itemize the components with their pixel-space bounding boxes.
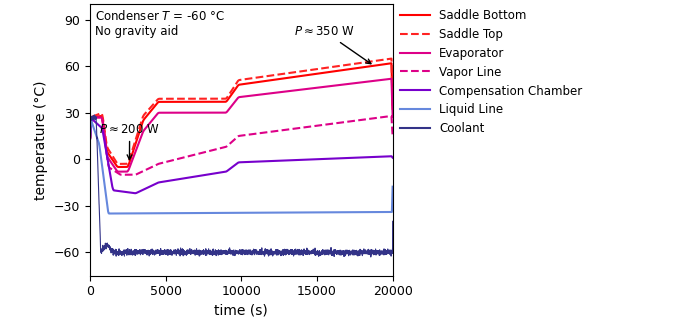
Vapor Line xyxy=(389,135,397,138)
Saddle Top xyxy=(267,73,276,77)
Evaporator xyxy=(389,115,397,119)
Saddle Top xyxy=(141,112,149,116)
Vapor Line xyxy=(117,173,125,177)
Text: $P \approx 350$ W: $P \approx 350$ W xyxy=(295,25,371,64)
Coolant xyxy=(312,252,320,256)
Saddle Top xyxy=(283,71,291,75)
Text: $P \approx 200$ W: $P \approx 200$ W xyxy=(99,123,160,160)
X-axis label: time (s): time (s) xyxy=(215,304,268,318)
Saddle Bottom xyxy=(312,72,320,76)
Compensation Chamber xyxy=(335,156,343,160)
Liquid Line xyxy=(283,211,291,214)
Vapor Line xyxy=(141,168,149,172)
Compensation Chamber xyxy=(87,117,96,120)
Coolant xyxy=(90,113,98,117)
Vapor Line xyxy=(335,121,343,125)
Coolant xyxy=(86,129,94,133)
Compensation Chamber xyxy=(141,187,150,191)
Line: Saddle Top: Saddle Top xyxy=(90,59,393,164)
Coolant xyxy=(141,248,149,252)
Saddle Top xyxy=(114,162,123,166)
Coolant xyxy=(283,249,291,253)
Saddle Bottom xyxy=(387,61,396,65)
Line: Evaporator: Evaporator xyxy=(90,79,393,172)
Saddle Bottom xyxy=(114,165,123,169)
Line: Saddle Bottom: Saddle Bottom xyxy=(90,63,393,167)
Saddle Top xyxy=(312,67,320,71)
Liquid Line xyxy=(141,211,150,215)
Text: Condenser $T$ = -60 °C
No gravity aid: Condenser $T$ = -60 °C No gravity aid xyxy=(95,9,225,38)
Legend: Saddle Bottom, Saddle Top, Evaporator, Vapor Line, Compensation Chamber, Liquid : Saddle Bottom, Saddle Top, Evaporator, V… xyxy=(396,4,587,140)
Liquid Line xyxy=(267,211,276,214)
Evaporator xyxy=(141,127,149,131)
Coolant xyxy=(267,252,276,256)
Evaporator xyxy=(283,90,291,93)
Evaporator xyxy=(114,170,123,174)
Saddle Bottom xyxy=(267,78,276,82)
Evaporator xyxy=(387,77,396,81)
Liquid Line xyxy=(335,210,343,214)
Saddle Bottom xyxy=(141,116,149,120)
Compensation Chamber xyxy=(312,157,320,161)
Saddle Bottom xyxy=(389,107,397,111)
Line: Coolant: Coolant xyxy=(90,115,393,257)
Vapor Line xyxy=(267,130,276,134)
Compensation Chamber xyxy=(283,158,291,162)
Evaporator xyxy=(267,91,276,95)
Saddle Bottom xyxy=(335,69,343,72)
Compensation Chamber xyxy=(389,156,397,160)
Liquid Line xyxy=(86,136,94,140)
Liquid Line xyxy=(87,118,95,121)
Compensation Chamber xyxy=(267,159,276,163)
Liquid Line xyxy=(312,211,320,214)
Coolant xyxy=(202,247,210,251)
Vapor Line xyxy=(312,124,320,128)
Liquid Line xyxy=(105,212,113,215)
Saddle Top xyxy=(389,104,397,108)
Evaporator xyxy=(86,137,94,140)
Vapor Line xyxy=(202,150,210,154)
Saddle Bottom xyxy=(283,76,291,80)
Coolant xyxy=(367,255,375,259)
Compensation Chamber xyxy=(86,137,94,140)
Saddle Top xyxy=(335,64,343,68)
Saddle Top xyxy=(387,57,396,61)
Evaporator xyxy=(312,86,320,90)
Evaporator xyxy=(202,111,210,115)
Saddle Top xyxy=(202,97,210,101)
Liquid Line xyxy=(389,185,397,189)
Saddle Top xyxy=(86,136,94,140)
Vapor Line xyxy=(387,114,396,118)
Compensation Chamber xyxy=(131,191,139,195)
Line: Liquid Line: Liquid Line xyxy=(90,119,393,213)
Line: Compensation Chamber: Compensation Chamber xyxy=(90,118,393,193)
Y-axis label: temperature (°C): temperature (°C) xyxy=(35,80,49,200)
Coolant xyxy=(389,219,397,223)
Evaporator xyxy=(335,83,343,87)
Saddle Bottom xyxy=(86,136,94,140)
Vapor Line xyxy=(283,128,291,132)
Liquid Line xyxy=(202,211,210,215)
Vapor Line xyxy=(86,137,94,140)
Coolant xyxy=(335,249,343,253)
Saddle Bottom xyxy=(202,100,210,104)
Line: Vapor Line: Vapor Line xyxy=(90,116,393,175)
Compensation Chamber xyxy=(202,173,210,177)
